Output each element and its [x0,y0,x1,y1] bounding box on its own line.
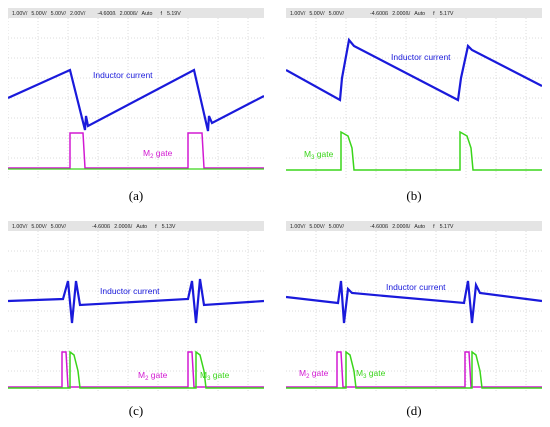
toolbar-a [8,8,264,18]
grid-b [286,18,542,178]
m2-gate-label-c: M2 gate [138,370,168,382]
m3-gate-label-c: M3 gate [200,370,230,382]
m2-gate-label-d: M2 gate [299,368,329,380]
m3-gate-label-d: M3 gate [356,368,386,380]
svg-text:1.00V/5.00V/5.00V/2.00V/-4.600: 1.00V/5.00V/5.00V/2.00V/-4.600ß 2.000ß/Au… [12,11,181,17]
inductor-label-b: Inductor current [391,52,451,62]
caption-c: (c) [128,403,144,418]
toolbar-c [8,221,264,231]
scope-screen-c: 1.00V/5.00V/5.00V/-4.600ß 2.000ß/Auto f 5.1… [8,221,264,393]
inductor-trace-a [8,68,264,132]
grid-c [8,231,264,393]
m2-gate-trace-a [8,132,264,169]
caption-b: (b) [406,188,422,203]
m2-gate-trace-d [286,351,542,388]
toolbar-b [286,8,542,18]
m2-gate-label-a: M2 gate [143,148,173,160]
scope-screen-b: 1.00V/5.00V/5.00V/-4.600ß 2.000ß/Auto f 5.1… [286,8,542,178]
m3-gate-trace-d [286,350,542,389]
m3-gate-trace-b [286,130,542,171]
toolbar-d [286,221,542,231]
inductor-label-c: Inductor current [100,286,160,296]
caption-a: (a) [128,188,144,203]
m3-gate-label-b: M3 gate [304,149,334,161]
inductor-label-d: Inductor current [386,282,446,292]
scope-screen-a: 1.00V/5.00V/5.00V/2.00V/-4.600ß 2.000ß/Au… [8,8,264,178]
scope-screen-d: 1.00V/5.00V/5.00V/-4.600ß 2.000ß/Auto f 5.1… [286,221,542,393]
inductor-trace-c [8,278,264,324]
grid-d [286,231,542,393]
inductor-trace-d [286,280,542,324]
inductor-trace-b [286,37,542,102]
toolbar-ch1-a: 1.00V/ [12,11,28,17]
m3-gate-trace-c [8,350,264,389]
caption-d: (d) [406,403,422,418]
m2-gate-trace-c [8,351,264,388]
inductor-label-a: Inductor current [93,70,153,80]
